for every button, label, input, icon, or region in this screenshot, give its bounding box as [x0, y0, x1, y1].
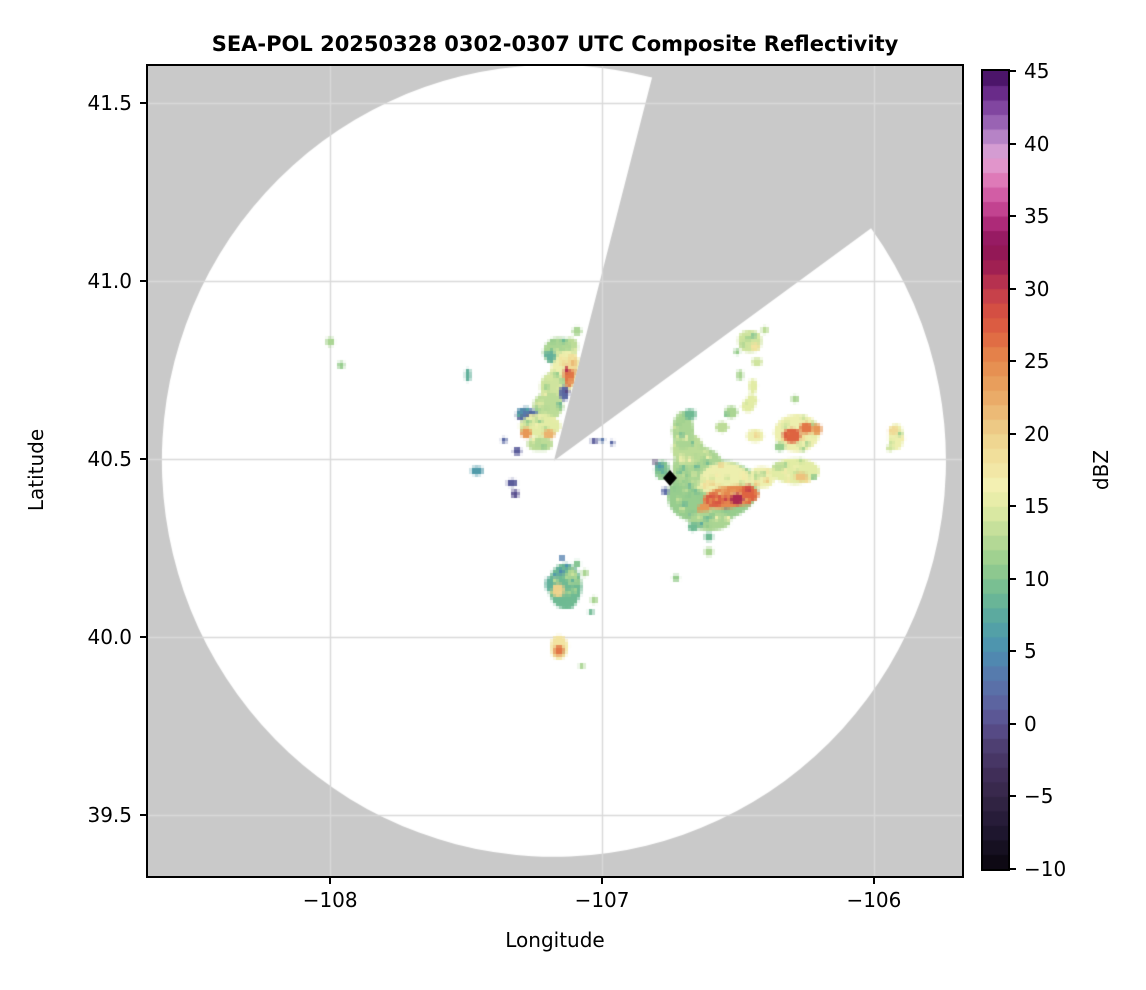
colorbar-tick-mark	[1008, 722, 1016, 725]
colorbar-tick-label: 10	[1024, 566, 1050, 591]
x-tick-label: −106	[846, 888, 902, 912]
colorbar-tick-label: 30	[1024, 276, 1050, 301]
colorbar-tick-label: −5	[1024, 784, 1054, 809]
colorbar-tick-mark	[1008, 505, 1016, 508]
colorbar	[981, 69, 1010, 871]
colorbar-tick-label: 35	[1024, 204, 1050, 229]
colorbar-tick-label: 15	[1024, 494, 1050, 519]
y-tick-label: 41.0	[87, 269, 132, 294]
colorbar-tick-mark	[1008, 215, 1016, 218]
colorbar-tick-mark	[1008, 868, 1016, 870]
x-tick-mark	[872, 876, 875, 884]
colorbar-tick-label: 40	[1024, 131, 1050, 156]
x-tick-label: −107	[574, 888, 630, 912]
y-tick-mark	[140, 280, 148, 283]
y-tick-label: 39.5	[87, 803, 132, 828]
x-tick-label: −108	[302, 888, 358, 912]
colorbar-tick-label: −10	[1024, 857, 1067, 881]
y-tick-mark	[140, 814, 148, 817]
colorbar-canvas	[983, 71, 1008, 869]
y-tick-label: 40.0	[87, 625, 132, 650]
colorbar-tick-mark	[1008, 360, 1016, 363]
x-axis-label: Longitude	[505, 928, 605, 952]
plot-area	[146, 64, 964, 878]
y-tick-label: 40.5	[87, 447, 132, 472]
y-tick-mark	[140, 636, 148, 639]
y-axis-label: Latitude	[24, 428, 48, 512]
y-tick-mark	[140, 458, 148, 461]
colorbar-tick-mark	[1008, 795, 1016, 798]
colorbar-tick-label: 20	[1024, 421, 1050, 446]
y-tick-label: 41.5	[87, 91, 132, 116]
colorbar-tick-mark	[1008, 142, 1016, 145]
colorbar-tick-mark	[1008, 432, 1016, 435]
colorbar-tick-label: 0	[1024, 711, 1037, 736]
colorbar-tick-mark	[1008, 650, 1016, 653]
colorbar-tick-mark	[1008, 577, 1016, 580]
colorbar-tick-mark	[1008, 70, 1016, 72]
colorbar-tick-label: 5	[1024, 639, 1037, 664]
colorbar-tick-mark	[1008, 287, 1016, 290]
colorbar-tick-label: 25	[1024, 349, 1050, 374]
y-tick-mark	[140, 102, 148, 105]
page-title: SEA-POL 20250328 0302-0307 UTC Composite…	[211, 32, 899, 56]
x-tick-mark	[601, 876, 604, 884]
radar-ppi-canvas	[148, 66, 962, 876]
colorbar-tick-label: 45	[1024, 59, 1050, 83]
x-tick-mark	[329, 876, 332, 884]
